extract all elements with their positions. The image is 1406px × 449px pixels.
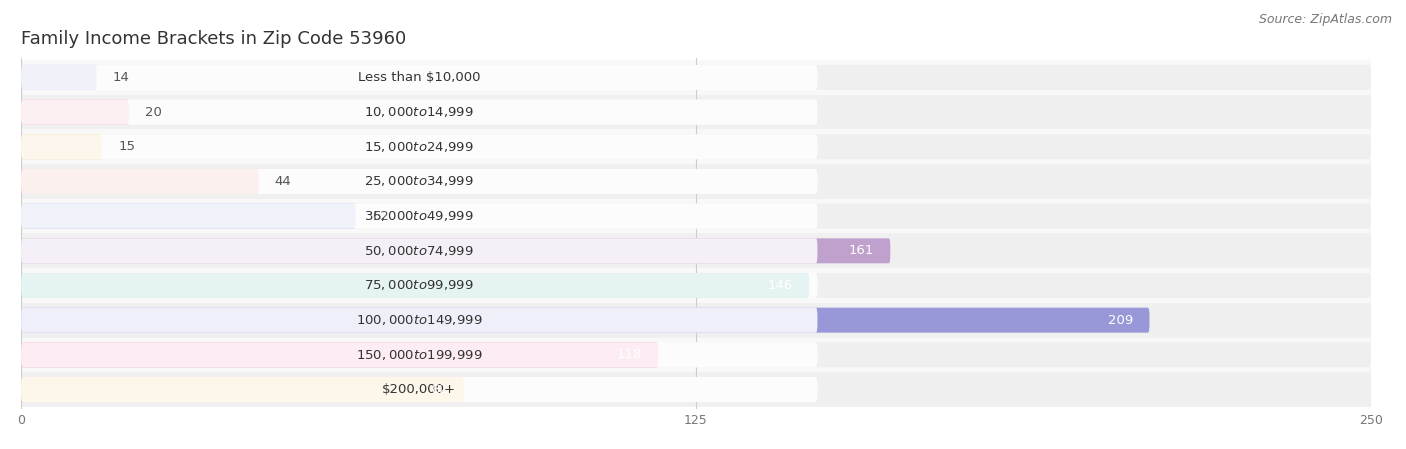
Text: $15,000 to $24,999: $15,000 to $24,999 — [364, 140, 474, 154]
FancyBboxPatch shape — [21, 377, 1371, 402]
Text: 20: 20 — [145, 106, 162, 119]
FancyBboxPatch shape — [21, 65, 817, 90]
Text: 209: 209 — [1108, 314, 1133, 327]
Text: $100,000 to $149,999: $100,000 to $149,999 — [356, 313, 482, 327]
FancyBboxPatch shape — [21, 342, 658, 367]
Text: $25,000 to $34,999: $25,000 to $34,999 — [364, 175, 474, 189]
Text: 161: 161 — [849, 244, 875, 257]
FancyBboxPatch shape — [21, 238, 890, 263]
FancyBboxPatch shape — [21, 273, 1371, 298]
FancyBboxPatch shape — [21, 169, 259, 194]
Text: Source: ZipAtlas.com: Source: ZipAtlas.com — [1258, 13, 1392, 26]
Text: $150,000 to $199,999: $150,000 to $199,999 — [356, 348, 482, 362]
FancyBboxPatch shape — [21, 204, 1371, 229]
FancyBboxPatch shape — [21, 134, 103, 159]
Text: $35,000 to $49,999: $35,000 to $49,999 — [364, 209, 474, 223]
FancyBboxPatch shape — [21, 134, 1371, 159]
FancyBboxPatch shape — [21, 100, 129, 125]
FancyBboxPatch shape — [21, 273, 817, 298]
Bar — [21, 233, 1371, 268]
Text: Family Income Brackets in Zip Code 53960: Family Income Brackets in Zip Code 53960 — [21, 31, 406, 48]
FancyBboxPatch shape — [21, 100, 817, 125]
FancyBboxPatch shape — [21, 204, 356, 229]
Text: 62: 62 — [373, 210, 389, 223]
Text: 44: 44 — [274, 175, 291, 188]
FancyBboxPatch shape — [21, 308, 1150, 333]
Bar — [21, 372, 1371, 407]
FancyBboxPatch shape — [21, 377, 817, 402]
Text: $75,000 to $99,999: $75,000 to $99,999 — [364, 278, 474, 292]
Bar — [21, 164, 1371, 199]
Bar — [21, 95, 1371, 129]
Text: 15: 15 — [118, 140, 135, 153]
Text: $200,000+: $200,000+ — [382, 383, 457, 396]
FancyBboxPatch shape — [21, 169, 817, 194]
FancyBboxPatch shape — [21, 308, 1371, 333]
FancyBboxPatch shape — [21, 238, 1371, 263]
FancyBboxPatch shape — [21, 308, 817, 333]
Bar — [21, 268, 1371, 303]
FancyBboxPatch shape — [21, 238, 817, 263]
FancyBboxPatch shape — [21, 100, 1371, 125]
FancyBboxPatch shape — [21, 273, 810, 298]
Bar — [21, 129, 1371, 164]
Text: $50,000 to $74,999: $50,000 to $74,999 — [364, 244, 474, 258]
Bar — [21, 303, 1371, 338]
Text: $10,000 to $14,999: $10,000 to $14,999 — [364, 105, 474, 119]
Bar — [21, 60, 1371, 95]
Bar — [21, 199, 1371, 233]
Text: 82: 82 — [430, 383, 447, 396]
FancyBboxPatch shape — [21, 134, 817, 159]
FancyBboxPatch shape — [21, 65, 97, 90]
FancyBboxPatch shape — [21, 65, 1371, 90]
Text: 146: 146 — [768, 279, 793, 292]
Text: Less than $10,000: Less than $10,000 — [359, 71, 481, 84]
FancyBboxPatch shape — [21, 169, 1371, 194]
FancyBboxPatch shape — [21, 342, 1371, 367]
FancyBboxPatch shape — [21, 204, 817, 229]
FancyBboxPatch shape — [21, 342, 817, 367]
Bar — [21, 338, 1371, 372]
Text: 118: 118 — [617, 348, 643, 361]
FancyBboxPatch shape — [21, 377, 464, 402]
Text: 14: 14 — [112, 71, 129, 84]
